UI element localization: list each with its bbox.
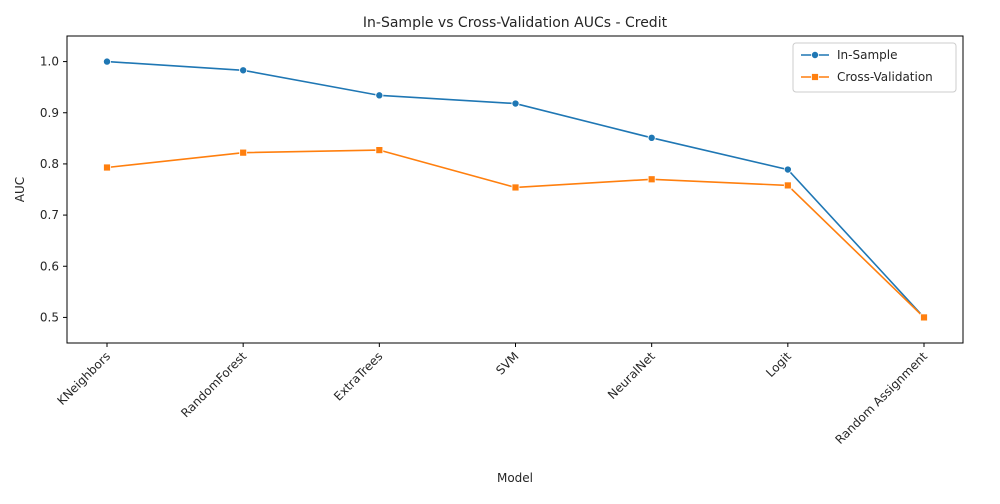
data-point (511, 183, 520, 192)
legend-item: In-Sample (801, 48, 897, 62)
data-point (511, 99, 520, 108)
legend-label: Cross-Validation (837, 70, 933, 84)
series-layer (103, 57, 929, 322)
x-tick-label: ExtraTrees (331, 349, 385, 403)
series-line (106, 149, 925, 318)
legend-item: Cross-Validation (801, 70, 933, 84)
legend: In-Sample Cross-Validation (792, 42, 957, 93)
y-tick-label: 1.0 (40, 55, 59, 69)
x-axis-label: Model (497, 471, 533, 485)
x-tick-label: NeuralNet (605, 349, 658, 402)
y-axis-label: AUC (13, 177, 27, 202)
series-1 (103, 146, 928, 322)
y-tick-label: 0.6 (40, 259, 59, 273)
legend-swatch-marker (811, 73, 819, 81)
data-point (920, 313, 928, 322)
data-point (375, 91, 384, 100)
x-axis-ticks: KNeighbors RandomForest ExtraTrees SVM Neura… (54, 343, 930, 447)
legend-swatch-marker (811, 51, 820, 60)
x-tick-label: RandomForest (178, 349, 249, 420)
data-point (375, 146, 384, 155)
x-tick-label: Random Assignment (832, 349, 930, 447)
x-tick-label: KNeighbors (54, 349, 113, 408)
chart-title: In-Sample vs Cross-Validation AUCs - Cre… (363, 15, 668, 31)
y-tick-label: 0.7 (40, 208, 59, 222)
data-point (647, 175, 656, 184)
data-point (783, 181, 792, 190)
y-tick-label: 0.8 (40, 157, 59, 171)
data-point (239, 148, 248, 157)
x-tick-label: SVM (493, 349, 521, 377)
series-0 (103, 57, 929, 322)
y-tick-label: 0.5 (40, 310, 59, 324)
y-axis-ticks: 0.5 0.6 0.7 0.8 0.9 1.0 (40, 55, 67, 324)
x-tick-label: Logit (763, 349, 794, 380)
data-point (103, 163, 111, 172)
data-point (783, 165, 792, 174)
y-tick-label: 0.9 (40, 106, 59, 120)
legend-items: In-Sample Cross-Validation (801, 48, 933, 84)
legend-box (792, 42, 957, 93)
legend-label: In-Sample (837, 48, 897, 62)
data-point (103, 57, 112, 66)
data-point (647, 133, 656, 142)
data-point (239, 66, 248, 75)
